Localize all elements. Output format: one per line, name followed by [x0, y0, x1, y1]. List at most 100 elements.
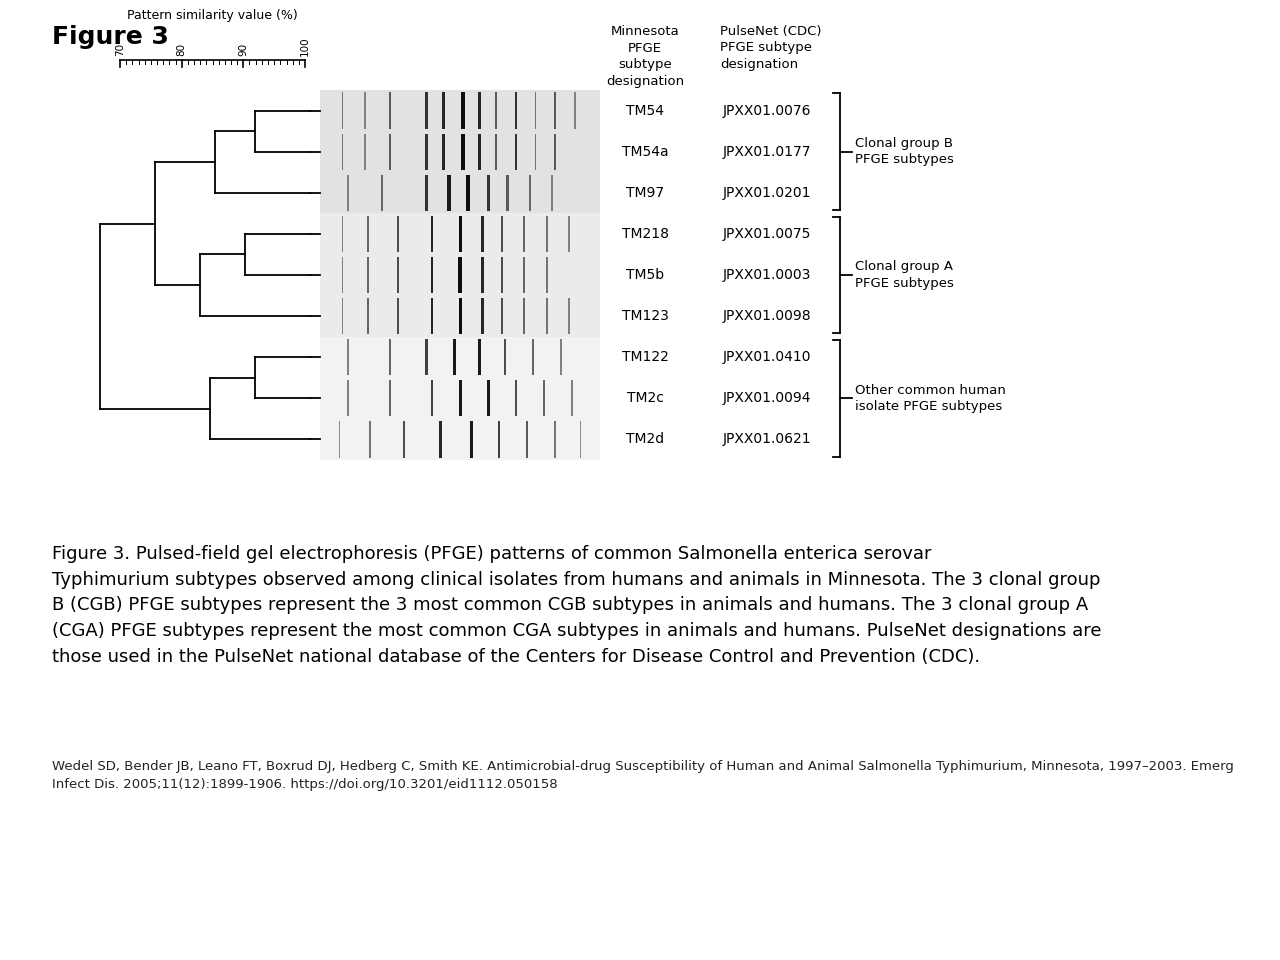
Bar [526, 421, 529, 458]
Bar [425, 175, 428, 211]
Text: Minnesota
PFGE
subtype
designation: Minnesota PFGE subtype designation [605, 25, 684, 87]
Text: 70: 70 [115, 43, 125, 56]
Text: JPXX01.0094: JPXX01.0094 [723, 392, 812, 405]
Bar [554, 92, 557, 129]
Bar [366, 216, 369, 252]
Bar [479, 92, 481, 129]
Text: TM2d: TM2d [626, 432, 664, 446]
Bar [498, 421, 500, 458]
Bar [370, 421, 371, 458]
Bar [458, 257, 462, 293]
Bar [571, 380, 573, 417]
Bar [347, 339, 349, 375]
Bar [461, 133, 465, 170]
Bar [320, 90, 600, 132]
Bar [481, 298, 484, 334]
Bar [389, 380, 390, 417]
Text: 100: 100 [300, 36, 310, 56]
Bar [545, 257, 548, 293]
Bar [545, 216, 548, 252]
Bar [366, 257, 369, 293]
Bar [389, 92, 390, 129]
Bar [486, 175, 489, 211]
Bar [431, 216, 433, 252]
Bar [442, 133, 444, 170]
Bar [524, 298, 525, 334]
Text: TM5b: TM5b [626, 268, 664, 282]
Text: JPXX01.0410: JPXX01.0410 [723, 350, 812, 364]
Bar [535, 133, 536, 170]
Bar [503, 339, 506, 375]
Bar [320, 254, 600, 296]
Bar [507, 175, 509, 211]
Text: TM54: TM54 [626, 104, 664, 117]
Text: TM97: TM97 [626, 186, 664, 200]
Bar [431, 257, 433, 293]
Bar [531, 339, 534, 375]
Bar [515, 92, 517, 129]
Bar [403, 421, 406, 458]
Bar [397, 298, 399, 334]
Text: Figure 3. Pulsed-field gel electrophoresis (PFGE) patterns of common Salmonella : Figure 3. Pulsed-field gel electrophores… [52, 545, 1102, 666]
Bar [425, 92, 428, 129]
Bar [364, 133, 366, 170]
Bar [366, 298, 369, 334]
Bar [425, 133, 428, 170]
Text: TM2c: TM2c [627, 392, 663, 405]
Text: JPXX01.0098: JPXX01.0098 [723, 309, 812, 324]
Bar [431, 298, 433, 334]
Text: JPXX01.0621: JPXX01.0621 [723, 432, 812, 446]
Bar [524, 216, 525, 252]
Bar [554, 133, 557, 170]
Bar [500, 216, 503, 252]
Bar [495, 92, 498, 129]
Bar [320, 419, 600, 460]
Bar [364, 92, 366, 129]
Bar [320, 172, 600, 213]
Text: Figure 3: Figure 3 [52, 25, 169, 49]
Bar [320, 378, 600, 419]
Text: Clonal group A
PFGE subtypes: Clonal group A PFGE subtypes [855, 260, 954, 290]
Bar [442, 92, 444, 129]
Bar [568, 216, 570, 252]
Bar [515, 133, 517, 170]
Text: JPXX01.0076: JPXX01.0076 [723, 104, 812, 117]
Bar [500, 298, 503, 334]
Text: 90: 90 [238, 43, 248, 56]
Bar [524, 257, 525, 293]
Bar [320, 296, 600, 337]
Bar [500, 257, 503, 293]
Bar [397, 257, 399, 293]
Bar [545, 298, 548, 334]
Bar [431, 380, 433, 417]
Bar [479, 339, 481, 375]
Bar [453, 339, 456, 375]
Bar [447, 175, 451, 211]
Bar [320, 337, 600, 378]
Bar [580, 421, 581, 458]
Bar [458, 380, 462, 417]
Bar [380, 175, 383, 211]
Text: TM122: TM122 [622, 350, 668, 364]
Bar [559, 339, 562, 375]
Bar [458, 216, 462, 252]
Bar [389, 339, 390, 375]
Bar [342, 257, 343, 293]
Text: Pattern similarity value (%): Pattern similarity value (%) [127, 9, 298, 22]
Bar [495, 133, 498, 170]
Bar [554, 421, 557, 458]
Bar [342, 298, 343, 334]
Bar [439, 421, 442, 458]
Bar [466, 175, 471, 211]
Bar [568, 298, 570, 334]
Text: JPXX01.0201: JPXX01.0201 [723, 186, 812, 200]
Bar [515, 380, 517, 417]
Text: TM54a: TM54a [622, 145, 668, 158]
Text: Other common human
isolate PFGE subtypes: Other common human isolate PFGE subtypes [855, 384, 1006, 413]
Bar [320, 213, 600, 254]
Text: 80: 80 [177, 43, 187, 56]
Bar [397, 216, 399, 252]
Text: JPXX01.0003: JPXX01.0003 [723, 268, 812, 282]
Bar [486, 380, 489, 417]
Text: Clonal group B
PFGE subtypes: Clonal group B PFGE subtypes [855, 137, 954, 166]
